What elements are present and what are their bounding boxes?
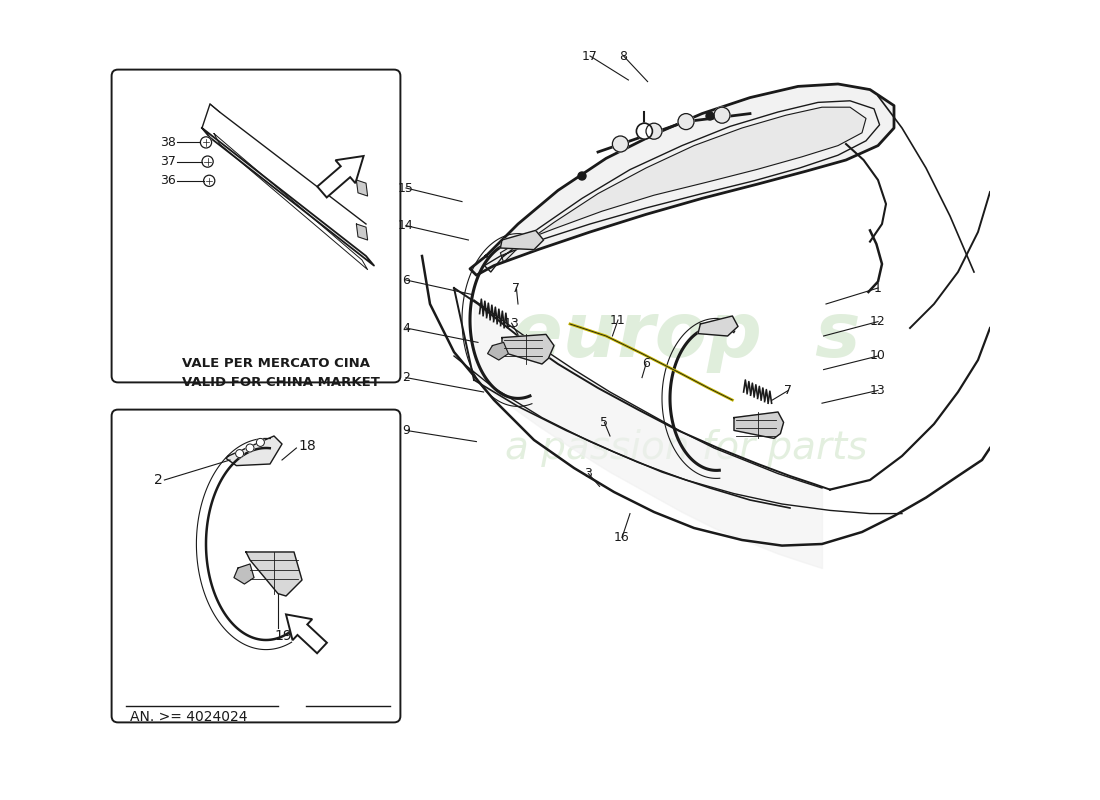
Polygon shape	[356, 224, 367, 240]
Text: 3: 3	[584, 467, 592, 480]
Text: 36: 36	[160, 174, 175, 187]
Polygon shape	[734, 412, 783, 438]
Text: 7: 7	[784, 384, 792, 397]
Text: 17: 17	[582, 50, 598, 62]
Polygon shape	[698, 316, 738, 336]
Text: 13: 13	[504, 317, 519, 330]
Polygon shape	[500, 230, 543, 250]
Text: 19: 19	[274, 629, 292, 643]
Polygon shape	[226, 436, 282, 466]
Text: VALID FOR CHINA MARKET: VALID FOR CHINA MARKET	[182, 376, 380, 389]
Text: 6: 6	[642, 358, 650, 370]
Text: 2: 2	[403, 371, 410, 384]
Text: 38: 38	[160, 136, 176, 149]
Circle shape	[235, 450, 243, 458]
Text: 18: 18	[298, 439, 316, 454]
FancyBboxPatch shape	[111, 410, 400, 722]
Circle shape	[578, 172, 586, 180]
FancyArrow shape	[317, 156, 364, 198]
Polygon shape	[234, 564, 254, 584]
Polygon shape	[202, 128, 374, 266]
Polygon shape	[487, 342, 508, 360]
Polygon shape	[356, 180, 367, 196]
Text: 11: 11	[610, 314, 626, 326]
Text: 16: 16	[614, 531, 630, 544]
FancyArrow shape	[286, 614, 327, 654]
Polygon shape	[246, 552, 302, 596]
Circle shape	[256, 438, 264, 446]
Circle shape	[204, 175, 214, 186]
FancyBboxPatch shape	[111, 70, 400, 382]
Text: VALE PER MERCATO CINA: VALE PER MERCATO CINA	[182, 358, 370, 370]
Text: 14: 14	[398, 219, 414, 232]
Text: 10: 10	[870, 350, 886, 362]
Text: 13: 13	[870, 384, 886, 397]
Circle shape	[613, 136, 628, 152]
Text: europ  s: europ s	[512, 299, 861, 373]
Text: AN. >= 4024024: AN. >= 4024024	[130, 710, 248, 725]
Text: 9: 9	[403, 424, 410, 437]
Circle shape	[646, 123, 662, 139]
Text: 6: 6	[403, 274, 410, 286]
Text: 7: 7	[513, 282, 520, 294]
Polygon shape	[470, 84, 894, 275]
Text: 12: 12	[870, 315, 886, 328]
Text: 15: 15	[398, 182, 414, 194]
Text: 2: 2	[154, 473, 163, 487]
Circle shape	[706, 112, 714, 120]
Text: 8: 8	[619, 50, 628, 62]
Text: 1: 1	[874, 282, 882, 294]
Polygon shape	[502, 334, 554, 364]
Circle shape	[202, 156, 213, 167]
Text: 4: 4	[403, 322, 410, 334]
Circle shape	[246, 444, 254, 452]
Circle shape	[637, 123, 652, 139]
Text: a passion for parts: a passion for parts	[505, 429, 867, 467]
Circle shape	[678, 114, 694, 130]
Text: 5: 5	[601, 416, 608, 429]
Text: 37: 37	[160, 155, 176, 168]
Polygon shape	[500, 107, 866, 262]
Circle shape	[714, 107, 730, 123]
Circle shape	[200, 137, 211, 148]
